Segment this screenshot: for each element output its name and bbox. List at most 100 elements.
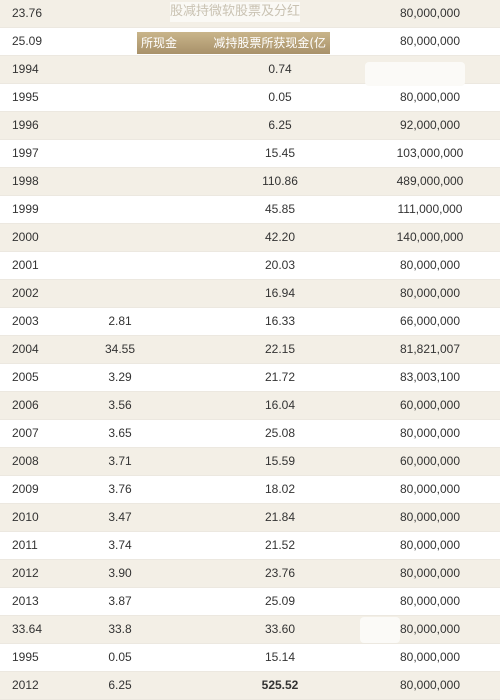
table-cell-c3: 23.76 [264,566,296,580]
table-row: 2011 3.74 21.52 80,000,000 [0,532,500,560]
table-row: 2009 3.76 18.02 80,000,000 [0,476,500,504]
table-cell-c4: 80,000,000 [399,510,461,524]
table-cell-c3: 21.84 [264,510,296,524]
table-row: 2008 3.71 15.59 60,000,000 [0,448,500,476]
table-cell-c2: 3.74 [108,538,132,552]
smudge-mark [365,62,465,86]
table-cell-c1: 2009 [12,482,39,496]
table-cell-c1: 2012 [12,566,39,580]
table-cell-c1: 2000 [12,230,39,244]
table-cell-c1: 1997 [12,146,39,160]
table-cell-c1: 1999 [12,202,39,216]
smudge-mark [360,617,400,643]
table-row: 2012 6.25 525.52 80,000,000 [0,672,500,700]
table-cell-c1: 23.76 [12,6,43,20]
table-cell-c4: 80,000,000 [399,594,461,608]
table-cell-c1: 2002 [12,286,39,300]
table-cell-c2: 3.56 [108,398,132,412]
table-cell-c3: 25.08 [264,426,296,440]
table-row: 2012 3.90 23.76 80,000,000 [0,560,500,588]
table-cell-c4: 111,000,000 [397,202,463,216]
table-row: 2002 16.94 80,000,000 [0,280,500,308]
table-row: 2004 34.55 22.15 81,821,007 [0,336,500,364]
table-cell-c4: 80,000,000 [399,90,461,104]
table-row: 2013 3.87 25.09 80,000,000 [0,588,500,616]
table-cell-c3: 22.15 [264,342,296,356]
table-cell-c1: 2010 [12,510,39,524]
table-cell-c2: 6.25 [108,678,132,692]
table-cell-c3: 16.94 [264,286,296,300]
table-cell-c1: 1998 [12,174,39,188]
table-cell-c2: 0.05 [108,650,132,664]
table-cell-c1: 1996 [12,118,39,132]
table-row: 2001 20.03 80,000,000 [0,252,500,280]
table-cell-c3: 25.09 [264,594,296,608]
table-cell-c3: 0.05 [268,90,292,104]
table-cell-c2: 3.29 [108,370,132,384]
table-cell-c1: 2007 [12,426,39,440]
table-cell-c4: 80,000,000 [399,650,461,664]
table-cell-c3: 16.33 [264,314,296,328]
table-cell-c1: 1995 [12,650,39,664]
table-cell-c3: 15.59 [264,454,296,468]
table-cell-c3: 20.03 [264,258,296,272]
overlay-header-right: 减持股票所获现金(亿 [213,36,326,50]
table-cell-c3: 110.86 [262,174,298,188]
table-cell-c4: 140,000,000 [396,230,464,244]
table-row: 2003 2.81 16.33 66,000,000 [0,308,500,336]
table-cell-c1: 2011 [12,538,38,552]
table-row: 2010 3.47 21.84 80,000,000 [0,504,500,532]
table-cell-c3: 21.52 [264,538,296,552]
table-cell-c2: 2.81 [108,314,132,328]
table-cell-c1: 2005 [12,370,39,384]
table-row: 1997 15.45 103,000,000 [0,140,500,168]
table-cell-c4: 80,000,000 [399,6,461,20]
table-cell-c3: 15.14 [264,650,296,664]
table-cell-c4: 66,000,000 [399,314,461,328]
table-row: 2006 3.56 16.04 60,000,000 [0,392,500,420]
table-cell-c3: 33.60 [264,622,296,636]
table-cell-c3: 21.72 [264,370,296,384]
table-cell-c2: 3.65 [108,426,132,440]
table-cell-c2: 3.90 [108,566,132,580]
table-cell-c1: 25.09 [12,34,43,48]
table-cell-c4: 489,000,000 [396,174,464,188]
table-cell-c4: 83,003,100 [399,370,461,384]
table-row: 1998 110.86 489,000,000 [0,168,500,196]
table-cell-c2: 33.8 [108,622,132,636]
table-cell-c3: 15.45 [264,146,296,160]
table-cell-c1: 2008 [12,454,39,468]
table-cell-c1: 2013 [12,594,39,608]
table-cell-c4: 80,000,000 [399,286,461,300]
table-cell-c4: 80,000,000 [399,426,461,440]
table-cell-c2: 34.55 [104,342,136,356]
table-cell-c2: 3.76 [108,482,132,496]
table-row: 1995 0.05 15.14 80,000,000 [0,644,500,672]
table-row: 2000 42.20 140,000,000 [0,224,500,252]
table-cell-c1: 2012 [12,678,39,692]
table-row: 1996 6.25 92,000,000 [0,112,500,140]
table-cell-c3: 6.25 [268,118,292,132]
table-cell-c3: 0.74 [268,62,292,76]
table-cell-c4: 80,000,000 [399,482,461,496]
table-cell-c1: 2006 [12,398,39,412]
table-cell-c1: 33.64 [12,622,43,636]
table-cell-c4: 80,000,000 [399,258,461,272]
overlay-header-bar: 所现金 减持股票所获现金(亿 [137,32,330,54]
table-cell-c4: 80,000,000 [399,538,461,552]
table-cell-c4: 80,000,000 [399,622,461,636]
table-cell-c1: 1994 [12,62,39,76]
table-row: 2005 3.29 21.72 83,003,100 [0,364,500,392]
table-cell-c3: 525.52 [261,678,299,692]
table-cell-c4: 60,000,000 [399,454,461,468]
table-cell-c3: 16.04 [264,398,296,412]
overlay-header-left: 所现金 [141,36,178,50]
table-row: 33.64 33.8 33.60 80,000,000 [0,616,500,644]
table-cell-c4: 103,000,000 [396,146,464,160]
table-cell-c3: 45.85 [264,202,296,216]
table-cell-c4: 92,000,000 [399,118,461,132]
table-row: 1999 45.85 111,000,000 [0,196,500,224]
table-cell-c4: 80,000,000 [399,566,461,580]
table-cell-c1: 2004 [12,342,39,356]
